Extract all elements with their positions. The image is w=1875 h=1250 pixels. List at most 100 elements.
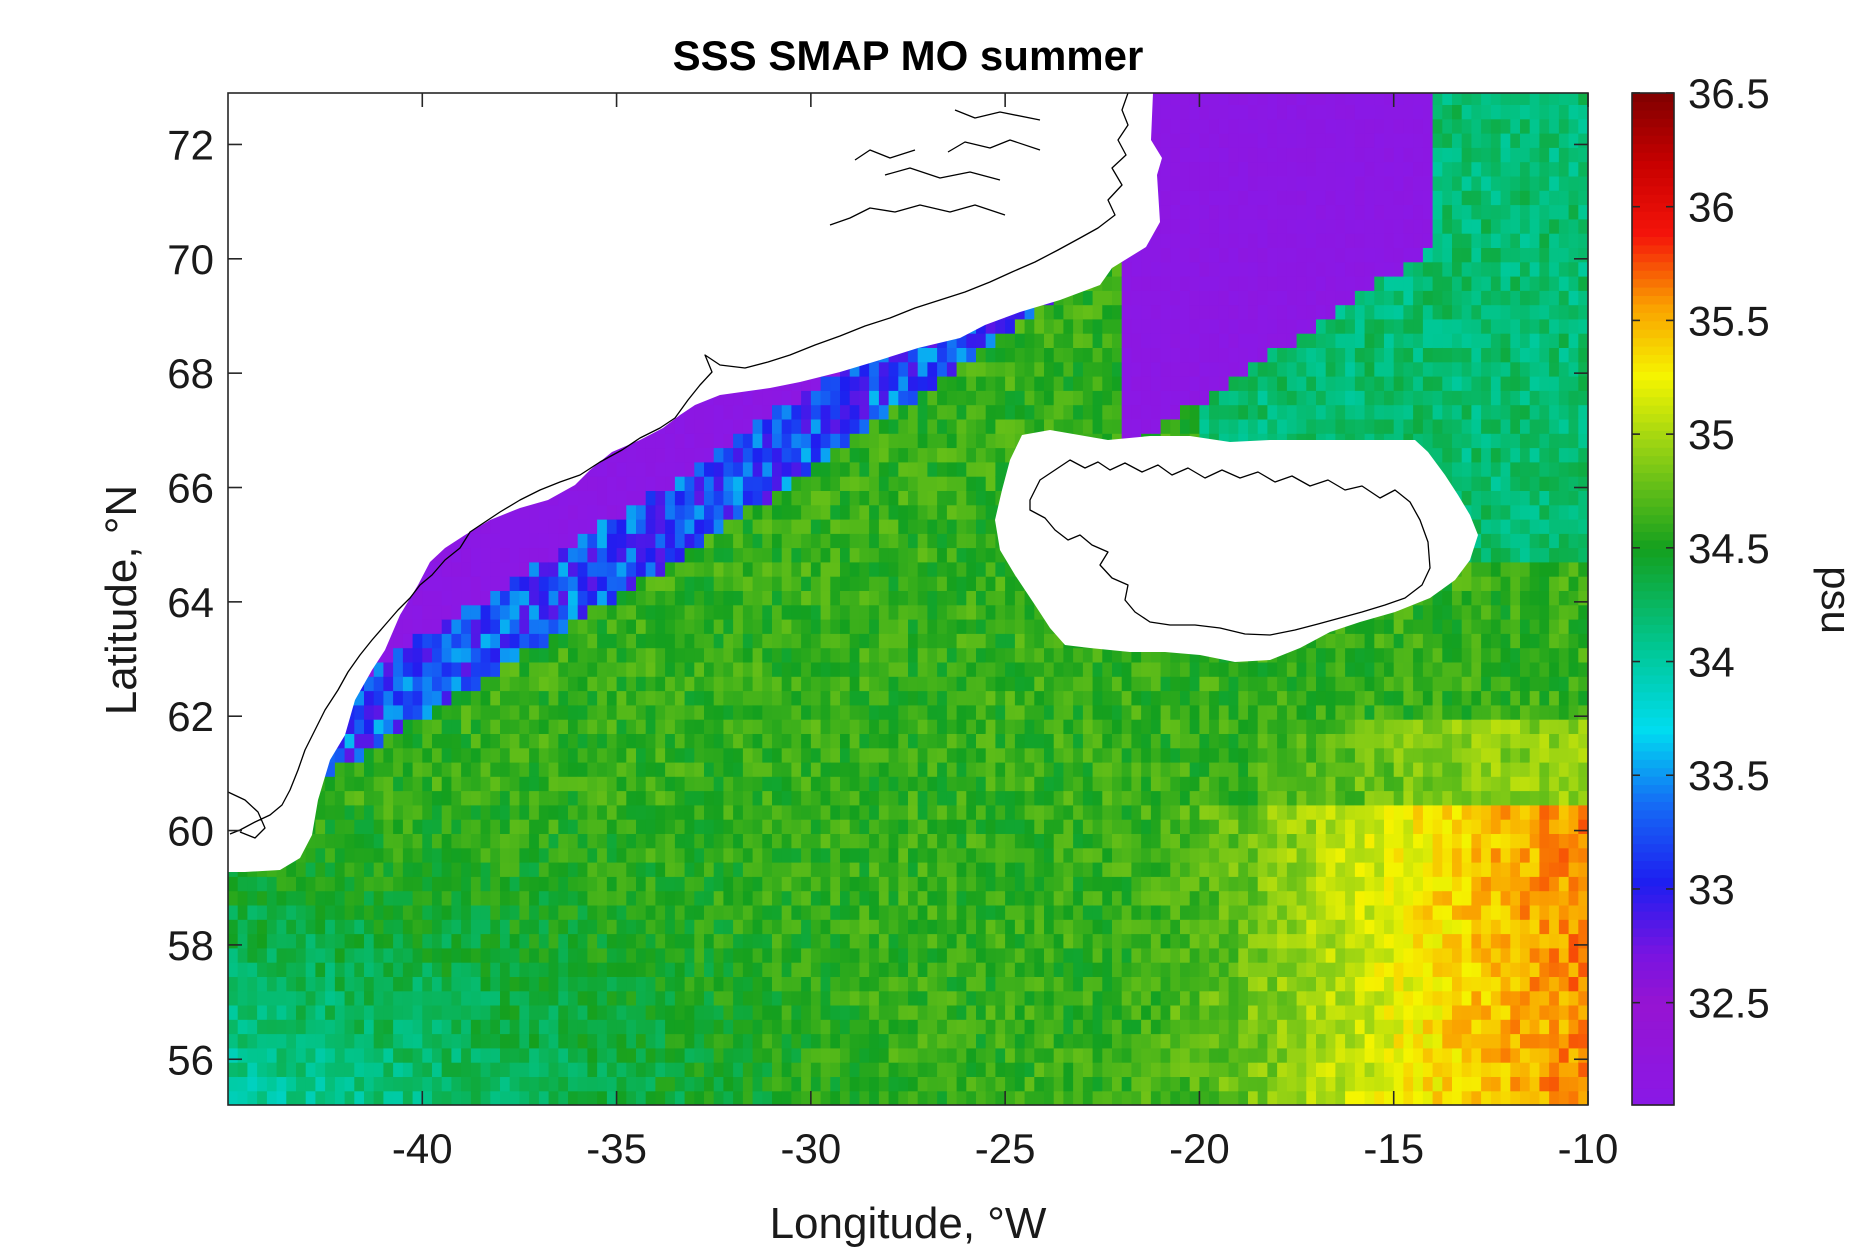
heatmap-cell	[480, 1004, 491, 1020]
heatmap-cell	[801, 690, 812, 706]
heatmap-cell	[480, 1019, 491, 1035]
heatmap-cell	[752, 919, 763, 935]
heatmap-cell	[772, 947, 783, 963]
heatmap-cell	[354, 733, 365, 749]
heatmap-cell	[490, 576, 501, 591]
heatmap-cell	[723, 804, 734, 820]
heatmap-cell	[597, 619, 608, 634]
heatmap-cell	[538, 576, 550, 591]
heatmap-cell	[247, 947, 258, 963]
heatmap-cell	[451, 676, 462, 692]
heatmap-cell	[636, 747, 647, 763]
heatmap-cell	[791, 619, 802, 634]
heatmap-cell	[810, 619, 822, 634]
heatmap-cell	[830, 561, 841, 577]
heatmap-cell	[529, 890, 540, 906]
heatmap-cell	[432, 661, 443, 677]
heatmap-cell	[509, 1033, 520, 1049]
heatmap-cell	[441, 704, 452, 720]
heatmap-cell	[704, 976, 715, 992]
heatmap-cell	[519, 990, 530, 1006]
heatmap-cell	[742, 576, 754, 591]
heatmap-cell	[655, 962, 666, 977]
heatmap-cell	[354, 704, 365, 720]
heatmap-cell	[480, 904, 491, 920]
heatmap-cell	[801, 819, 812, 834]
heatmap-cell	[451, 733, 462, 749]
heatmap-cell	[849, 576, 860, 591]
heatmap-cell	[558, 819, 569, 834]
heatmap-cell	[383, 1090, 394, 1105]
heatmap-cell	[840, 1090, 851, 1105]
heatmap-cell	[810, 376, 822, 391]
heatmap-cell	[432, 919, 443, 935]
heatmap-cell	[626, 633, 637, 649]
heatmap-cell	[830, 576, 841, 591]
heatmap-cell	[791, 990, 802, 1006]
heatmap-cell	[548, 704, 559, 720]
heatmap-cell	[733, 590, 744, 606]
heatmap-cell	[266, 1076, 278, 1092]
heatmap-cell	[373, 904, 384, 920]
heatmap-cell	[364, 733, 375, 749]
heatmap-cell	[674, 533, 686, 549]
heatmap-cell	[694, 1076, 705, 1092]
heatmap-cell	[752, 890, 763, 906]
heatmap-cell	[354, 1090, 365, 1105]
heatmap-cell	[840, 862, 851, 877]
heatmap-cell	[762, 790, 773, 806]
heatmap-cell	[334, 862, 346, 877]
heatmap-cell	[849, 676, 860, 692]
heatmap-cell	[616, 1033, 627, 1049]
heatmap-cell	[704, 947, 715, 963]
heatmap-cell	[840, 704, 851, 720]
heatmap-cell	[733, 704, 744, 720]
heatmap-cell	[762, 576, 773, 591]
heatmap-cell	[674, 447, 686, 463]
heatmap-cell	[878, 604, 890, 620]
heatmap-cell	[606, 933, 618, 949]
heatmap-cell	[325, 804, 336, 820]
heatmap-cell	[869, 1090, 880, 1105]
heatmap-cell	[636, 933, 647, 949]
heatmap-cell	[840, 747, 851, 763]
heatmap-cell	[461, 833, 472, 849]
heatmap-cell	[509, 719, 520, 734]
heatmap-cell	[665, 776, 676, 792]
heatmap-cell	[548, 590, 559, 606]
heatmap-cell	[519, 1076, 530, 1092]
heatmap-cell	[859, 476, 870, 491]
heatmap-cell	[558, 490, 569, 506]
heatmap-cell	[801, 661, 812, 677]
heatmap-cell	[733, 719, 744, 734]
heatmap-cell	[752, 733, 763, 749]
heatmap-cell	[247, 962, 258, 977]
heatmap-cell	[237, 919, 248, 935]
heatmap-cell	[276, 1090, 287, 1105]
heatmap-cell	[296, 1090, 307, 1105]
heatmap-cell	[791, 1090, 802, 1105]
heatmap-cell	[470, 890, 482, 906]
heatmap-cell	[276, 1033, 287, 1049]
heatmap-cell	[315, 1076, 326, 1092]
heatmap-cell	[402, 947, 414, 963]
heatmap-cell	[898, 1004, 909, 1020]
heatmap-cell	[383, 876, 394, 892]
heatmap-cell	[509, 619, 520, 634]
heatmap-cell	[636, 819, 647, 834]
heatmap-cell	[704, 604, 715, 620]
heatmap-cell	[500, 661, 511, 677]
heatmap-cell	[772, 833, 783, 849]
heatmap-cell	[636, 690, 647, 706]
heatmap-cell	[548, 990, 559, 1006]
heatmap-cell	[441, 819, 452, 834]
heatmap-cell	[713, 1019, 724, 1035]
heatmap-cell	[674, 933, 686, 949]
heatmap-cell	[674, 847, 686, 863]
heatmap-cell	[412, 647, 423, 663]
heatmap-cell	[519, 1047, 530, 1063]
heatmap-cell	[772, 433, 783, 449]
heatmap-cell	[888, 976, 899, 992]
heatmap-cell	[325, 919, 336, 935]
heatmap-cell	[723, 633, 734, 649]
